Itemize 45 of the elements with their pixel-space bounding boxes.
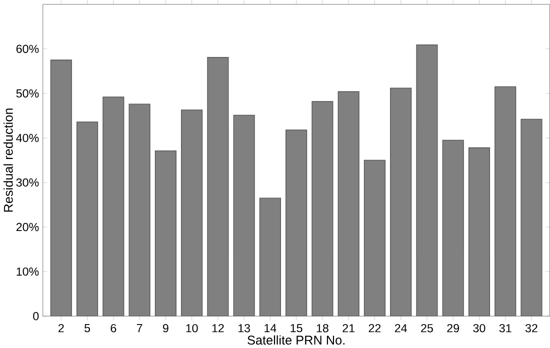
x-tick-label: 6: [110, 324, 116, 332]
x-tick-label: 29: [447, 324, 460, 332]
y-tick-label: 60%: [16, 44, 39, 53]
bar: [233, 114, 255, 316]
x-tick-label: 13: [238, 324, 250, 332]
x-tick-label: 18: [316, 324, 328, 332]
x-tick-label: 7: [136, 324, 142, 332]
bar: [390, 88, 412, 316]
x-tick-label: 21: [342, 324, 354, 332]
bar: [442, 140, 464, 316]
x-tick-label: 5: [84, 324, 90, 332]
bar: [207, 56, 229, 316]
bar: [286, 130, 308, 316]
bar: [416, 44, 438, 316]
y-tick-label: 40%: [16, 134, 39, 142]
bar: [102, 96, 124, 316]
bar: [181, 109, 203, 316]
x-tick-label: 12: [212, 324, 224, 332]
y-tick-label: 10%: [16, 267, 39, 276]
bar: [128, 104, 150, 316]
x-tick-label: 10: [186, 324, 198, 332]
x-tick-label: 30: [473, 324, 486, 332]
x-axis-title: Satellite PRN No.: [248, 335, 344, 345]
x-tick-label: 9: [162, 324, 168, 332]
x-tick-label: 22: [368, 324, 381, 332]
bar: [364, 160, 386, 316]
x-tick-label: 31: [499, 324, 512, 332]
x-tick-label: 25: [421, 324, 433, 332]
x-tick-label: 24: [394, 324, 407, 332]
bar: [312, 101, 334, 316]
bar: [338, 91, 360, 316]
bar: [154, 150, 176, 316]
bar: [259, 198, 281, 316]
y-axis-title: Residual reduction: [4, 108, 13, 212]
bar: [494, 86, 516, 316]
x-tick-label: 32: [525, 324, 538, 332]
y-tick-label: 30%: [16, 178, 39, 187]
y-tick-label: 20%: [16, 222, 39, 232]
x-tick-label: 14: [264, 324, 276, 332]
y-tick-label: 50%: [16, 89, 39, 98]
y-tick-label: 0: [33, 312, 39, 320]
bar: [76, 122, 98, 316]
bar: [468, 147, 490, 316]
x-tick-label: 15: [290, 324, 302, 332]
x-tick-label: 2: [58, 324, 64, 332]
